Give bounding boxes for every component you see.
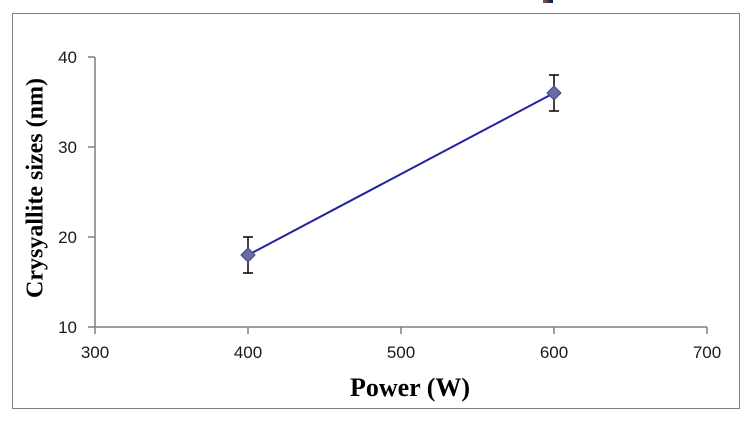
- cropped-text-fragment: [543, 0, 553, 3]
- y-tick-label: 10: [58, 318, 77, 337]
- data-point-marker: [546, 85, 562, 101]
- x-tick-label: 600: [540, 343, 568, 362]
- x-tick-label: 300: [81, 343, 109, 362]
- series-line: [247, 92, 555, 256]
- y-tick-label: 20: [58, 228, 77, 247]
- x-tick-label: 500: [387, 343, 415, 362]
- x-tick-label: 400: [234, 343, 262, 362]
- chart-frame: [12, 13, 740, 409]
- y-tick-label: 30: [58, 138, 77, 157]
- data-point-marker: [240, 247, 256, 263]
- y-axis-title: Crysyallite sizes (nm): [22, 78, 49, 298]
- y-tick-label: 40: [58, 48, 77, 67]
- x-tick-label: 700: [693, 343, 721, 362]
- x-axis-title: Power (W): [349, 373, 471, 402]
